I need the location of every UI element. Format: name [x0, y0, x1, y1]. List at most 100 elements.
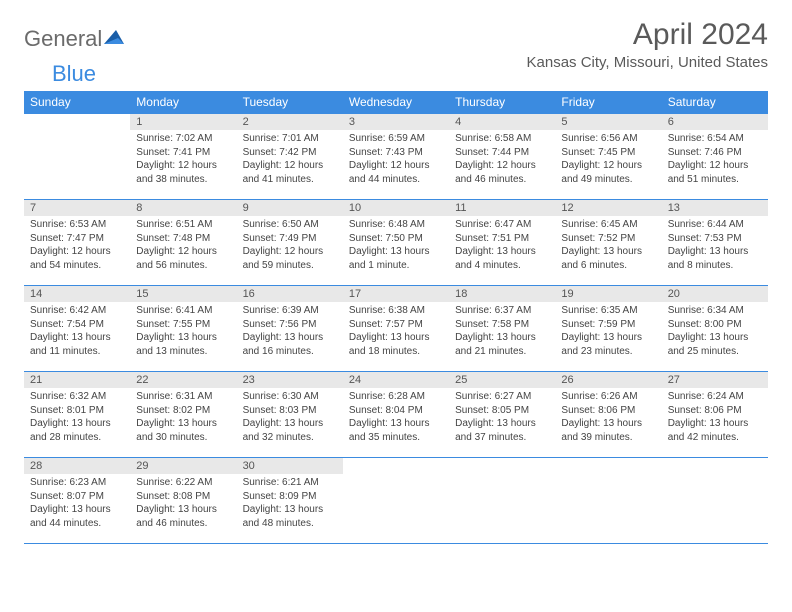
calendar-empty-cell [662, 458, 768, 544]
calendar-day-cell: 28Sunrise: 6:23 AMSunset: 8:07 PMDayligh… [24, 458, 130, 544]
day-number: 13 [662, 200, 768, 216]
calendar-day-cell: 18Sunrise: 6:37 AMSunset: 7:58 PMDayligh… [449, 286, 555, 372]
day-number: 17 [343, 286, 449, 302]
calendar-day-cell: 16Sunrise: 6:39 AMSunset: 7:56 PMDayligh… [237, 286, 343, 372]
day-header: Wednesday [343, 91, 449, 114]
day-number: 27 [662, 372, 768, 388]
day-number: 21 [24, 372, 130, 388]
calendar-day-cell: 23Sunrise: 6:30 AMSunset: 8:03 PMDayligh… [237, 372, 343, 458]
calendar-day-cell: 19Sunrise: 6:35 AMSunset: 7:59 PMDayligh… [555, 286, 661, 372]
day-number: 24 [343, 372, 449, 388]
day-number: 8 [130, 200, 236, 216]
day-number: 26 [555, 372, 661, 388]
day-number: 15 [130, 286, 236, 302]
day-content: Sunrise: 6:59 AMSunset: 7:43 PMDaylight:… [343, 130, 449, 190]
calendar-empty-cell [449, 458, 555, 544]
calendar-week-row: 14Sunrise: 6:42 AMSunset: 7:54 PMDayligh… [24, 286, 768, 372]
day-content: Sunrise: 6:22 AMSunset: 8:08 PMDaylight:… [130, 474, 236, 534]
calendar-day-cell: 3Sunrise: 6:59 AMSunset: 7:43 PMDaylight… [343, 114, 449, 200]
calendar-day-cell: 13Sunrise: 6:44 AMSunset: 7:53 PMDayligh… [662, 200, 768, 286]
day-number: 23 [237, 372, 343, 388]
day-content: Sunrise: 6:41 AMSunset: 7:55 PMDaylight:… [130, 302, 236, 362]
day-number: 11 [449, 200, 555, 216]
day-header: Tuesday [237, 91, 343, 114]
calendar-day-cell: 9Sunrise: 6:50 AMSunset: 7:49 PMDaylight… [237, 200, 343, 286]
day-number: 14 [24, 286, 130, 302]
calendar-page: General April 2024 Kansas City, Missouri… [0, 0, 792, 562]
day-content: Sunrise: 6:30 AMSunset: 8:03 PMDaylight:… [237, 388, 343, 448]
day-header: Saturday [662, 91, 768, 114]
calendar-day-cell: 20Sunrise: 6:34 AMSunset: 8:00 PMDayligh… [662, 286, 768, 372]
month-title: April 2024 [527, 18, 768, 52]
day-number: 22 [130, 372, 236, 388]
calendar-day-cell: 11Sunrise: 6:47 AMSunset: 7:51 PMDayligh… [449, 200, 555, 286]
calendar-day-cell: 6Sunrise: 6:54 AMSunset: 7:46 PMDaylight… [662, 114, 768, 200]
day-content: Sunrise: 6:47 AMSunset: 7:51 PMDaylight:… [449, 216, 555, 276]
day-content: Sunrise: 6:42 AMSunset: 7:54 PMDaylight:… [24, 302, 130, 362]
day-number: 5 [555, 114, 661, 130]
day-header: Monday [130, 91, 236, 114]
calendar-table: SundayMondayTuesdayWednesdayThursdayFrid… [24, 91, 768, 544]
day-number: 7 [24, 200, 130, 216]
day-content: Sunrise: 6:32 AMSunset: 8:01 PMDaylight:… [24, 388, 130, 448]
day-number: 20 [662, 286, 768, 302]
day-number: 2 [237, 114, 343, 130]
calendar-empty-cell [24, 114, 130, 200]
day-content: Sunrise: 6:50 AMSunset: 7:49 PMDaylight:… [237, 216, 343, 276]
day-number: 16 [237, 286, 343, 302]
day-content: Sunrise: 6:37 AMSunset: 7:58 PMDaylight:… [449, 302, 555, 362]
day-number: 25 [449, 372, 555, 388]
day-content: Sunrise: 6:58 AMSunset: 7:44 PMDaylight:… [449, 130, 555, 190]
calendar-empty-cell [343, 458, 449, 544]
day-content: Sunrise: 6:27 AMSunset: 8:05 PMDaylight:… [449, 388, 555, 448]
calendar-empty-cell [555, 458, 661, 544]
day-content: Sunrise: 7:01 AMSunset: 7:42 PMDaylight:… [237, 130, 343, 190]
day-number: 30 [237, 458, 343, 474]
day-number: 18 [449, 286, 555, 302]
day-content: Sunrise: 6:45 AMSunset: 7:52 PMDaylight:… [555, 216, 661, 276]
calendar-week-row: 7Sunrise: 6:53 AMSunset: 7:47 PMDaylight… [24, 200, 768, 286]
calendar-day-cell: 10Sunrise: 6:48 AMSunset: 7:50 PMDayligh… [343, 200, 449, 286]
calendar-body: 1Sunrise: 7:02 AMSunset: 7:41 PMDaylight… [24, 114, 768, 544]
day-content: Sunrise: 6:44 AMSunset: 7:53 PMDaylight:… [662, 216, 768, 276]
calendar-day-cell: 8Sunrise: 6:51 AMSunset: 7:48 PMDaylight… [130, 200, 236, 286]
logo-text-blue: Blue [52, 61, 96, 86]
day-header: Friday [555, 91, 661, 114]
calendar-day-cell: 15Sunrise: 6:41 AMSunset: 7:55 PMDayligh… [130, 286, 236, 372]
calendar-day-cell: 17Sunrise: 6:38 AMSunset: 7:57 PMDayligh… [343, 286, 449, 372]
day-number: 6 [662, 114, 768, 130]
day-content: Sunrise: 6:38 AMSunset: 7:57 PMDaylight:… [343, 302, 449, 362]
day-number: 3 [343, 114, 449, 130]
day-content: Sunrise: 6:28 AMSunset: 8:04 PMDaylight:… [343, 388, 449, 448]
day-content: Sunrise: 6:31 AMSunset: 8:02 PMDaylight:… [130, 388, 236, 448]
day-content: Sunrise: 6:21 AMSunset: 8:09 PMDaylight:… [237, 474, 343, 534]
day-header: Sunday [24, 91, 130, 114]
day-number: 19 [555, 286, 661, 302]
calendar-day-cell: 12Sunrise: 6:45 AMSunset: 7:52 PMDayligh… [555, 200, 661, 286]
day-header-row: SundayMondayTuesdayWednesdayThursdayFrid… [24, 91, 768, 114]
day-content: Sunrise: 6:56 AMSunset: 7:45 PMDaylight:… [555, 130, 661, 190]
day-content: Sunrise: 6:48 AMSunset: 7:50 PMDaylight:… [343, 216, 449, 276]
day-number: 12 [555, 200, 661, 216]
day-number: 28 [24, 458, 130, 474]
calendar-day-cell: 7Sunrise: 6:53 AMSunset: 7:47 PMDaylight… [24, 200, 130, 286]
day-number: 4 [449, 114, 555, 130]
day-number: 29 [130, 458, 236, 474]
day-content: Sunrise: 6:51 AMSunset: 7:48 PMDaylight:… [130, 216, 236, 276]
day-number: 9 [237, 200, 343, 216]
calendar-day-cell: 1Sunrise: 7:02 AMSunset: 7:41 PMDaylight… [130, 114, 236, 200]
day-content: Sunrise: 7:02 AMSunset: 7:41 PMDaylight:… [130, 130, 236, 190]
day-content: Sunrise: 6:39 AMSunset: 7:56 PMDaylight:… [237, 302, 343, 362]
day-number: 10 [343, 200, 449, 216]
day-content: Sunrise: 6:26 AMSunset: 8:06 PMDaylight:… [555, 388, 661, 448]
calendar-day-cell: 5Sunrise: 6:56 AMSunset: 7:45 PMDaylight… [555, 114, 661, 200]
day-content: Sunrise: 6:53 AMSunset: 7:47 PMDaylight:… [24, 216, 130, 276]
day-number: 1 [130, 114, 236, 130]
day-content: Sunrise: 6:23 AMSunset: 8:07 PMDaylight:… [24, 474, 130, 534]
calendar-day-cell: 29Sunrise: 6:22 AMSunset: 8:08 PMDayligh… [130, 458, 236, 544]
logo-text-general: General [24, 26, 102, 52]
calendar-day-cell: 14Sunrise: 6:42 AMSunset: 7:54 PMDayligh… [24, 286, 130, 372]
calendar-day-cell: 22Sunrise: 6:31 AMSunset: 8:02 PMDayligh… [130, 372, 236, 458]
day-content: Sunrise: 6:35 AMSunset: 7:59 PMDaylight:… [555, 302, 661, 362]
calendar-week-row: 28Sunrise: 6:23 AMSunset: 8:07 PMDayligh… [24, 458, 768, 544]
